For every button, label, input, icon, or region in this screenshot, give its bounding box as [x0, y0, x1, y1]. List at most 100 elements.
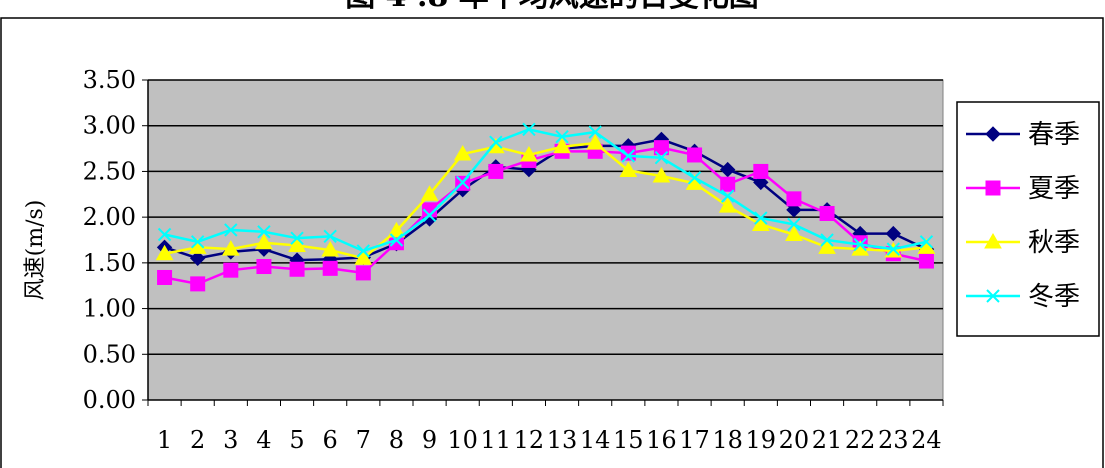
data-point	[553, 137, 571, 154]
series-layer	[155, 122, 936, 292]
data-point	[256, 259, 272, 275]
data-point	[157, 227, 172, 242]
data-point	[453, 145, 472, 161]
data-point	[189, 250, 206, 266]
data-point	[687, 147, 703, 163]
x-tick-label: 6	[323, 426, 338, 454]
x-tick-label: 15	[613, 426, 644, 454]
data-point	[322, 260, 338, 276]
y-tick-label: 0.50	[83, 340, 136, 368]
data-point	[555, 129, 569, 144]
data-point	[157, 269, 173, 285]
data-point	[290, 231, 304, 245]
x-tick-label: 9	[422, 426, 437, 454]
data-point	[786, 191, 802, 207]
data-point	[818, 238, 836, 254]
x-tick-label: 17	[679, 426, 710, 454]
data-point	[323, 229, 337, 244]
x-tick-label: 4	[256, 426, 271, 454]
legend-item: 秋季	[966, 228, 1080, 258]
legend-item: 冬季	[966, 282, 1080, 312]
data-point	[718, 197, 737, 213]
data-point	[354, 249, 373, 265]
data-point	[257, 225, 271, 239]
x-tick-label: 13	[547, 426, 578, 454]
data-point	[654, 151, 669, 165]
y-tick-label: 0.00	[83, 386, 136, 414]
data-point	[687, 171, 702, 185]
x-tick-label: 12	[514, 426, 545, 454]
data-point	[885, 225, 902, 242]
data-point	[190, 276, 206, 292]
data-point	[489, 135, 503, 149]
data-point	[455, 175, 470, 190]
x-tick-label: 11	[481, 426, 512, 454]
y-axis-label: 风速(m/s)	[23, 200, 48, 301]
x-tick-label: 1	[157, 426, 172, 454]
data-point	[221, 240, 240, 256]
data-point	[422, 208, 437, 223]
x-tick-label: 5	[289, 426, 304, 454]
legend-label: 夏季	[1028, 174, 1080, 204]
data-point	[621, 149, 636, 163]
y-tick-label: 2.00	[83, 203, 136, 231]
legend-item: 夏季	[966, 174, 1080, 204]
legend-label: 春季	[1028, 120, 1080, 150]
data-point	[586, 134, 605, 150]
data-point	[919, 235, 934, 249]
data-point	[918, 253, 934, 269]
chart-title: 图 4 .8 年平均风速的日变化图	[345, 0, 759, 14]
data-point	[321, 241, 340, 257]
data-point	[387, 221, 406, 238]
data-point	[820, 233, 834, 247]
data-point	[289, 261, 305, 277]
data-point	[754, 211, 768, 225]
data-point	[753, 163, 769, 179]
data-point	[488, 163, 504, 179]
y-axis-ticks: 0.00 0.50 1.00 1.50 2.00 2.50 3.00 3.50	[83, 66, 148, 414]
data-point	[420, 185, 439, 201]
y-tick-label: 1.00	[83, 295, 136, 323]
data-point	[255, 233, 273, 250]
x-tick-label: 3	[223, 426, 238, 454]
data-point	[653, 140, 669, 156]
series-2	[157, 140, 934, 292]
x-tick-label: 23	[878, 426, 909, 454]
series-line	[164, 128, 927, 253]
y-tick-label: 2.50	[83, 157, 136, 185]
data-point	[619, 161, 638, 178]
data-point	[356, 244, 371, 258]
x-tick-label: 16	[646, 426, 677, 454]
x-tick-label: 10	[447, 426, 478, 454]
x-tick-label: 8	[389, 426, 404, 454]
x-tick-label: 2	[190, 426, 205, 454]
legend-marker	[984, 232, 1002, 249]
data-point	[288, 236, 306, 252]
data-point	[355, 265, 371, 281]
data-point	[223, 262, 239, 278]
data-point	[886, 242, 901, 256]
series-4	[157, 122, 934, 258]
x-tick-label: 21	[812, 426, 843, 454]
data-point	[719, 161, 736, 178]
data-point	[652, 166, 671, 183]
data-point	[522, 122, 536, 137]
legend-label: 秋季	[1028, 228, 1080, 258]
legend-item: 春季	[966, 120, 1080, 150]
data-point	[819, 205, 835, 221]
legend-marker	[985, 180, 1001, 196]
data-point	[720, 189, 735, 203]
data-point	[224, 223, 238, 237]
data-point	[190, 235, 205, 249]
data-point	[785, 225, 803, 242]
y-tick-label: 3.00	[83, 112, 136, 140]
data-point	[389, 233, 404, 247]
data-point	[787, 217, 801, 232]
x-tick-label: 14	[580, 426, 611, 454]
x-axis-ticks: 1 2 3 4 5 6 7 8 9 10 11 12 13 14 15 16 17 18 19 20 21 22 23 24	[147, 400, 944, 454]
y-tick-label: 1.50	[83, 249, 136, 277]
legend-marker	[985, 126, 1001, 142]
data-point	[520, 145, 538, 162]
